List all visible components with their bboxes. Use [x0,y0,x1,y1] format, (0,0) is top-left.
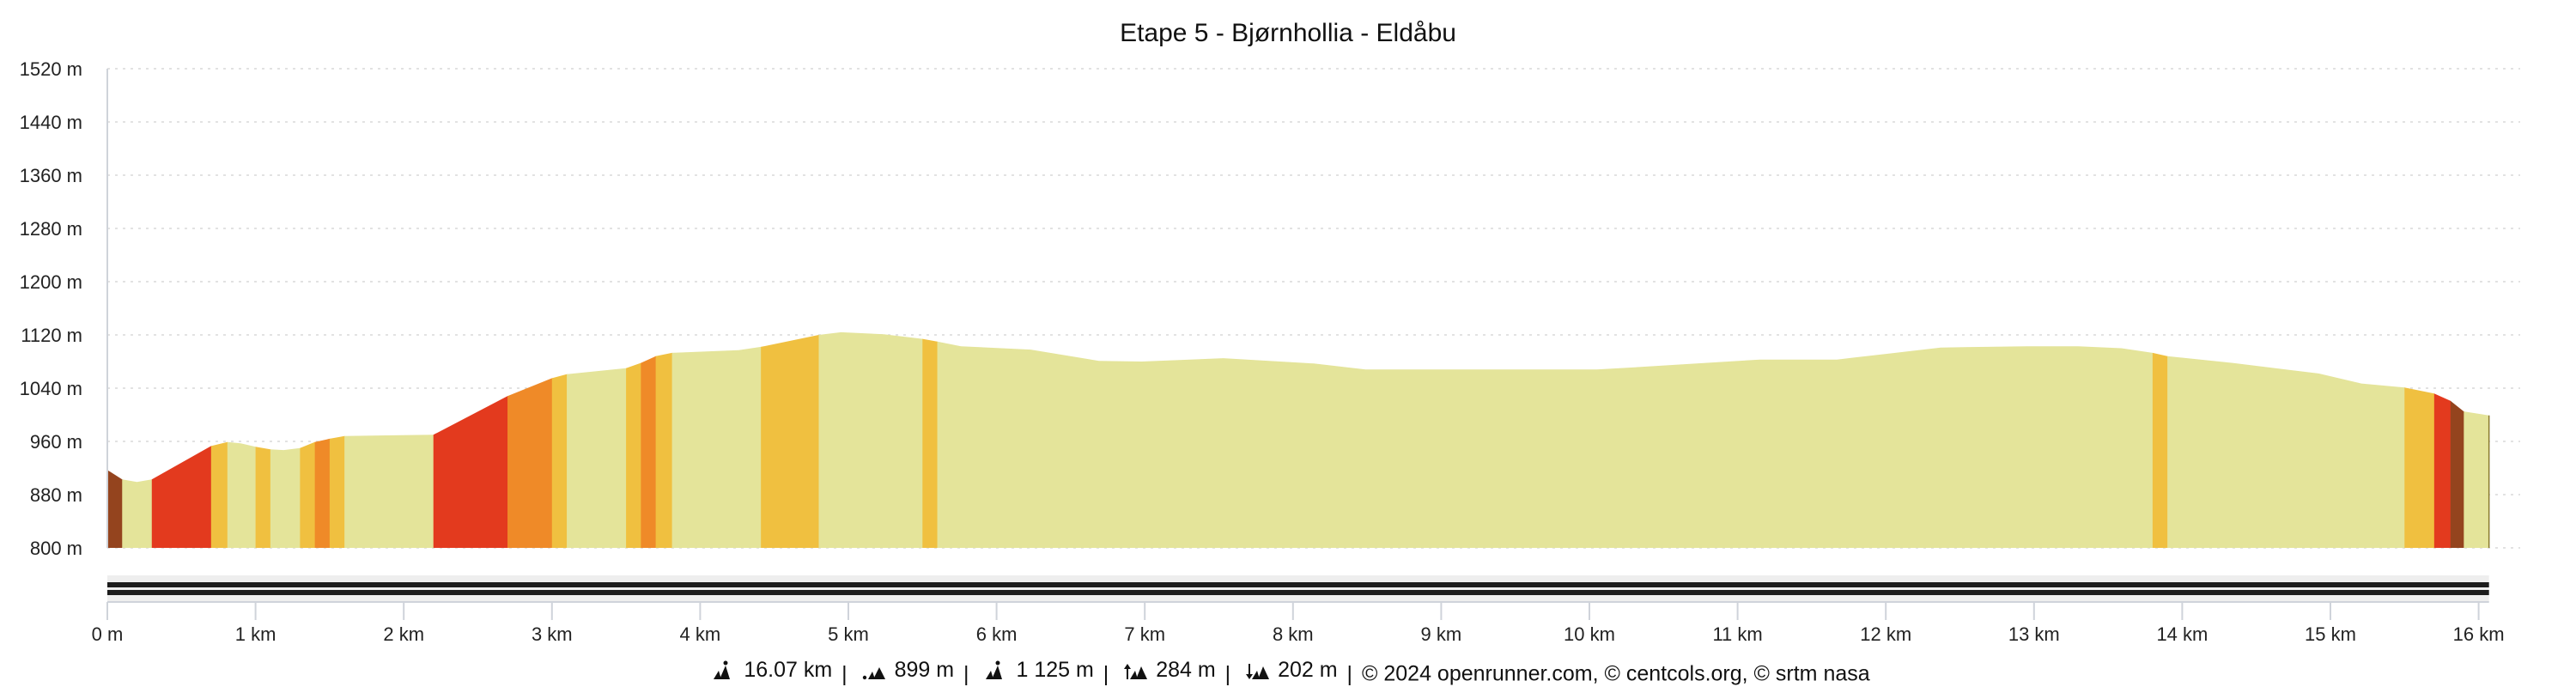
gradient-segment-moderate [922,331,939,548]
separator: | [1224,661,1231,686]
x-tick-label: 8 km [1273,623,1314,645]
separator: | [1346,661,1353,686]
distance-value: 16.07 km [744,658,833,682]
x-tick-label: 15 km [2305,623,2356,645]
distance-stat: 16.07 km [706,658,832,683]
y-tick-label: 1120 m [21,325,82,346]
x-tick-label: 4 km [680,623,721,645]
separator: | [1103,661,1109,686]
y-tick-label: 800 m [30,538,82,559]
gradient-segment-moderate [2404,331,2435,548]
x-tick-label: 13 km [2008,623,2060,645]
descent-icon [1246,663,1270,679]
gradient-segment-gentle [227,331,257,548]
gradient-segment-moderate [255,331,271,548]
range-slider-bar[interactable] [107,575,2489,603]
descent-stat: 202 m [1240,658,1338,683]
y-axis-labels: 1520 m 1440 m 1360 m 1280 m 1200 m 1120 m 1040… [20,58,82,559]
gradient-segment-moderate [300,331,316,548]
gradient-segment-steep [507,331,553,548]
ascent-stat: 284 m [1118,658,1216,683]
ascent-icon [1124,663,1148,679]
min-elevation-icon [862,666,885,679]
y-tick-label: 1200 m [20,271,82,293]
range-slider-track[interactable] [107,575,2489,602]
y-tick-label: 1040 m [20,378,82,399]
descent-value: 202 m [1278,658,1338,682]
gradient-segment-moderate [655,331,673,548]
x-tick-label: 0 m [92,623,124,645]
x-tick-label: 16 km [2453,623,2505,645]
range-slider-line-bottom [107,590,2489,595]
max-elevation-icon [986,660,1003,679]
gradient-segment-very_steep [151,331,212,548]
gradient-segment-gentle [122,331,153,548]
separator: | [841,661,848,686]
gradient-segment-moderate [2152,331,2168,548]
max-elevation-value: 1 125 m [1016,658,1094,682]
gradient-segment-very_steep [2433,331,2451,548]
y-tick-label: 1440 m [20,112,82,133]
gradient-segment-moderate [551,331,568,548]
x-tick-label: 12 km [1860,623,1911,645]
gradient-segment-gentle [567,331,627,548]
credits-text: © 2024 openrunner.com, © centcols.org, ©… [1362,661,1870,686]
gradient-segment-very_steep [433,331,508,548]
x-tick-label: 3 km [532,623,573,645]
y-tick-label: 960 m [30,431,82,453]
x-tick-label: 2 km [383,623,424,645]
x-tick-label: 7 km [1124,623,1165,645]
x-tick-label: 1 km [235,623,276,645]
distance-peak-icon [714,660,731,679]
x-tick-label: 14 km [2156,623,2208,645]
x-tick-label: 9 km [1421,623,1462,645]
gradient-segment-gentle [671,331,762,548]
x-tick-label: 6 km [976,623,1018,645]
gradient-segment-gentle [270,331,301,548]
gradient-segments [107,331,2489,548]
gradient-segment-extreme [2450,331,2464,548]
x-tick-label: 5 km [828,623,869,645]
y-tick-label: 880 m [30,484,82,506]
x-axis-labels: 0 m 1 km 2 km 3 km 4 km 5 km 6 km 7 km 8 km 9 km 1… [92,602,2505,645]
gradient-segment-gentle [818,331,923,548]
min-elevation-value: 899 m [894,658,955,682]
gradient-segment-steep [641,331,657,548]
ascent-value: 284 m [1156,658,1216,682]
y-tick-label: 1280 m [20,218,82,240]
chart-title: Etape 5 - Bjørnhollia - Eldåbu [1120,19,1456,47]
gradient-segment-extreme [107,331,123,548]
y-tick-label: 1520 m [20,58,82,80]
y-tick-label: 1360 m [20,165,82,186]
range-slider-line-top [107,582,2489,587]
gradient-segment-moderate [761,331,820,548]
separator: | [963,661,969,686]
gradient-segment-moderate [626,331,641,548]
x-tick-label: 11 km [1712,623,1762,645]
max-elevation-stat: 1 125 m [978,658,1094,683]
gradient-segment-gentle [2464,331,2489,548]
gradient-segment-gentle [937,331,2154,548]
x-tick-label: 10 km [1564,623,1615,645]
gradient-segment-steep [314,331,331,548]
gradient-segment-gentle [344,331,434,548]
route-summary-footer: 16.07 km | 899 m | 1 125 m | 284 m | 202… [0,658,2576,687]
gradient-segment-moderate [210,331,228,548]
gradient-segment-moderate [329,331,345,548]
gradient-segment-gentle [2167,331,2405,548]
min-elevation-stat: 899 m [857,658,954,683]
